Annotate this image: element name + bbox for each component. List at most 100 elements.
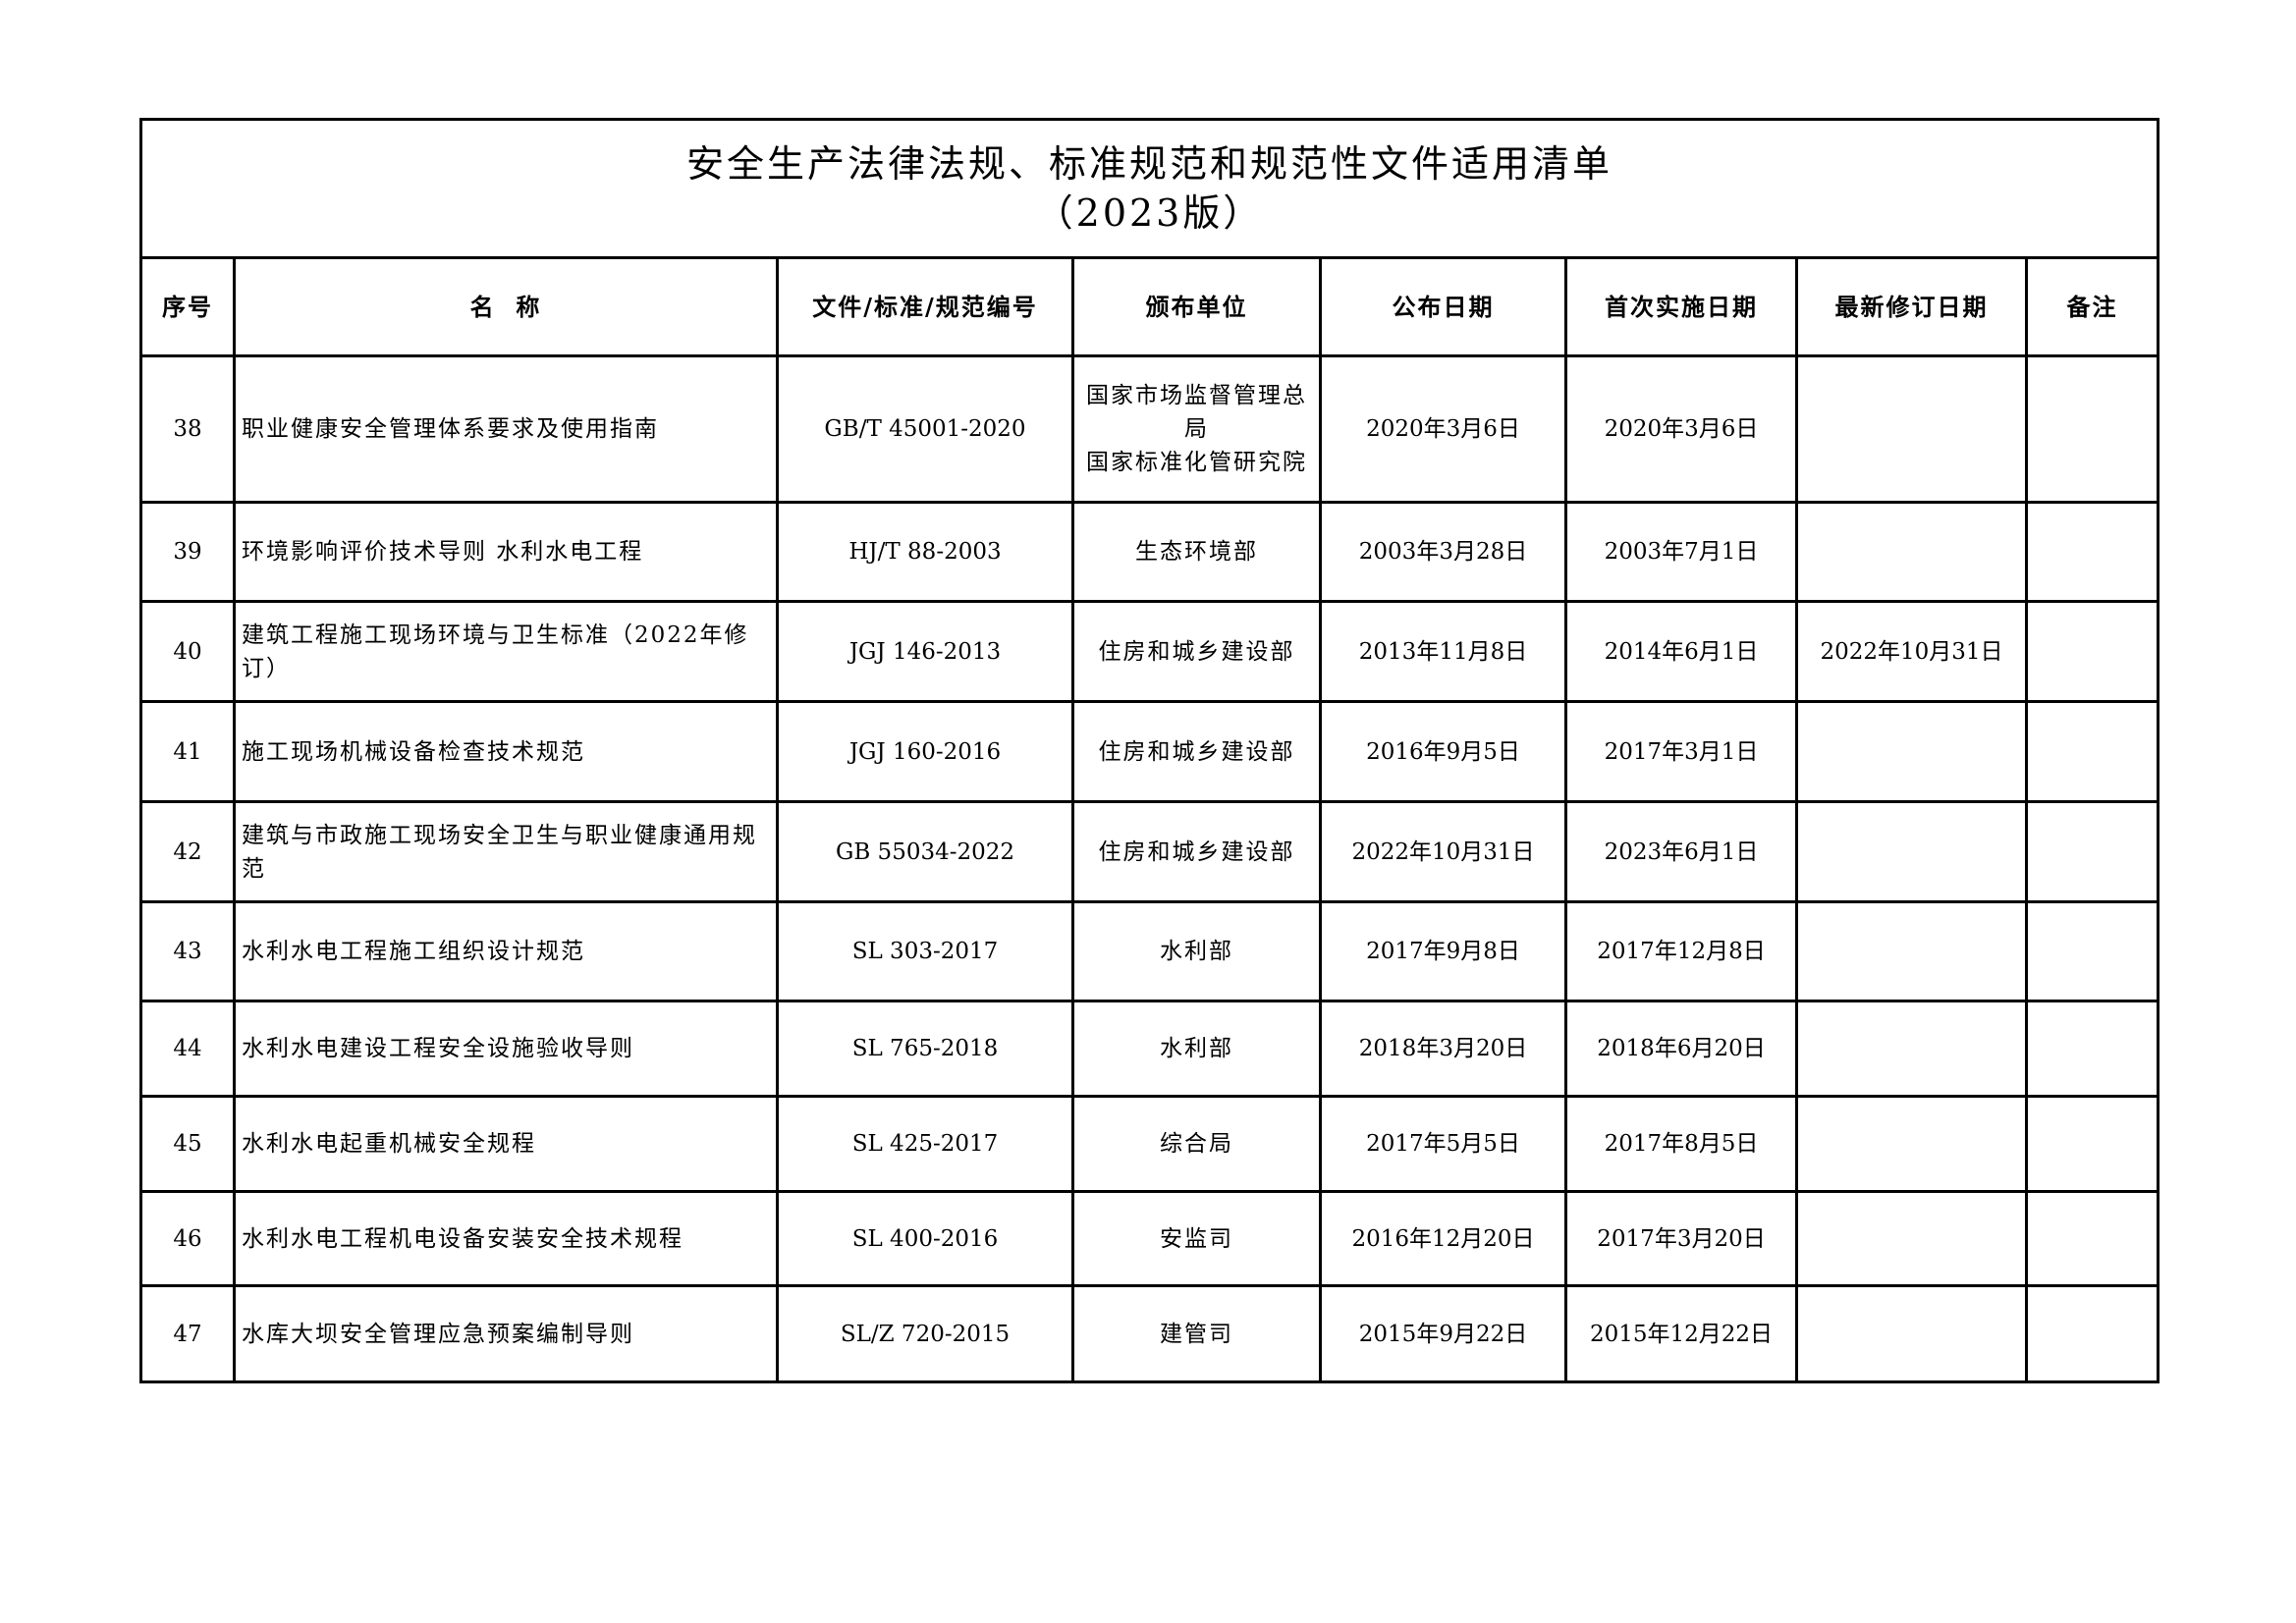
effective-date-cell: 2020年3月6日 bbox=[1564, 354, 1798, 504]
header-no: 序号 bbox=[139, 256, 236, 357]
published-date-cell: 2020年3月6日 bbox=[1319, 354, 1567, 504]
header-row: 序号 名 称 文件/标准/规范编号 颁布单位 公布日期 首次实施日期 最新修订日… bbox=[139, 256, 2160, 357]
published-date-cell: 2003年3月28日 bbox=[1319, 501, 1567, 603]
header-revised: 最新修订日期 bbox=[1795, 256, 2028, 357]
header-remark: 备注 bbox=[2024, 256, 2160, 357]
table-row: 47 水库大坝安全管理应急预案编制导则 SL/Z 720-2015 建管司 2015年9… bbox=[139, 1284, 2160, 1383]
effective-date-cell: 2023年6月1日 bbox=[1564, 800, 1798, 903]
name-cell: 职业健康安全管理体系要求及使用指南 bbox=[233, 354, 779, 504]
issuer-cell: 住房和城乡建设部 bbox=[1071, 700, 1322, 803]
remark-cell bbox=[2024, 354, 2160, 504]
revised-date-cell bbox=[1795, 1095, 2028, 1193]
published-date-cell: 2016年12月20日 bbox=[1319, 1190, 1567, 1287]
published-date-cell: 2015年9月22日 bbox=[1319, 1284, 1567, 1383]
published-date-cell: 2013年11月8日 bbox=[1319, 600, 1567, 703]
remark-cell bbox=[2024, 1000, 2160, 1098]
header-issuer: 颁布单位 bbox=[1071, 256, 1322, 357]
regulations-table: 安全生产法律法规、标准规范和规范性文件适用清单 （2023版） 序号 名 称 文… bbox=[138, 118, 2160, 1383]
issuer-cell: 安监司 bbox=[1071, 1190, 1322, 1287]
remark-cell bbox=[2024, 600, 2160, 703]
issuer-cell: 住房和城乡建设部 bbox=[1071, 600, 1322, 703]
effective-date-cell: 2017年8月5日 bbox=[1564, 1095, 1798, 1193]
name-cell: 水库大坝安全管理应急预案编制导则 bbox=[233, 1284, 779, 1383]
name-cell: 建筑工程施工现场环境与卫生标准（2022年修订） bbox=[233, 600, 779, 703]
issuer-cell: 住房和城乡建设部 bbox=[1071, 800, 1322, 903]
effective-date-cell: 2017年12月8日 bbox=[1564, 900, 1798, 1002]
name-cell: 环境影响评价技术导则 水利水电工程 bbox=[233, 501, 779, 603]
published-date-cell: 2017年5月5日 bbox=[1319, 1095, 1567, 1193]
table-row: 45 水利水电起重机械安全规程 SL 425-2017 综合局 2017年5月5日 201… bbox=[139, 1095, 2160, 1193]
issuer-cell: 国家市场监督管理总局 国家标准化管研究院 bbox=[1071, 354, 1322, 504]
issuer-cell: 水利部 bbox=[1071, 900, 1322, 1002]
revised-date-cell bbox=[1795, 1000, 2028, 1098]
revised-date-cell bbox=[1795, 354, 2028, 504]
revised-date-cell: 2022年10月31日 bbox=[1795, 600, 2028, 703]
code-cell: GB 55034-2022 bbox=[776, 800, 1074, 903]
revised-date-cell bbox=[1795, 1190, 2028, 1287]
remark-cell bbox=[2024, 1095, 2160, 1193]
effective-date-cell: 2003年7月1日 bbox=[1564, 501, 1798, 603]
no-cell: 39 bbox=[139, 501, 236, 603]
published-date-cell: 2018年3月20日 bbox=[1319, 1000, 1567, 1098]
no-cell: 38 bbox=[139, 354, 236, 504]
name-cell: 水利水电起重机械安全规程 bbox=[233, 1095, 779, 1193]
remark-cell bbox=[2024, 800, 2160, 903]
effective-date-cell: 2017年3月20日 bbox=[1564, 1190, 1798, 1287]
name-cell: 建筑与市政施工现场安全卫生与职业健康通用规范 bbox=[233, 800, 779, 903]
no-cell: 47 bbox=[139, 1284, 236, 1383]
remark-cell bbox=[2024, 501, 2160, 603]
code-cell: HJ/T 88-2003 bbox=[776, 501, 1074, 603]
table-row: 44 水利水电建设工程安全设施验收导则 SL 765-2018 水利部 2018年3月2… bbox=[139, 1000, 2160, 1098]
table-row: 43 水利水电工程施工组织设计规范 SL 303-2017 水利部 2017年9月8日 2… bbox=[139, 900, 2160, 1002]
table-row: 38 职业健康安全管理体系要求及使用指南 GB/T 45001-2020 国家市场监督… bbox=[139, 354, 2160, 504]
issuer-cell: 建管司 bbox=[1071, 1284, 1322, 1383]
code-cell: SL 425-2017 bbox=[776, 1095, 1074, 1193]
header-published: 公布日期 bbox=[1319, 256, 1567, 357]
no-cell: 45 bbox=[139, 1095, 236, 1193]
no-cell: 42 bbox=[139, 800, 236, 903]
remark-cell bbox=[2024, 1284, 2160, 1383]
no-cell: 41 bbox=[139, 700, 236, 803]
header-effective: 首次实施日期 bbox=[1564, 256, 1798, 357]
no-cell: 46 bbox=[139, 1190, 236, 1287]
code-cell: JGJ 146-2013 bbox=[776, 600, 1074, 703]
no-cell: 44 bbox=[139, 1000, 236, 1098]
document-title: 安全生产法律法规、标准规范和规范性文件适用清单 bbox=[686, 142, 1613, 186]
table-row: 39 环境影响评价技术导则 水利水电工程 HJ/T 88-2003 生态环境部 2003… bbox=[139, 501, 2160, 603]
effective-date-cell: 2018年6月20日 bbox=[1564, 1000, 1798, 1098]
revised-date-cell bbox=[1795, 800, 2028, 903]
published-date-cell: 2022年10月31日 bbox=[1319, 800, 1567, 903]
name-cell: 水利水电工程机电设备安装安全技术规程 bbox=[233, 1190, 779, 1287]
table-row: 41 施工现场机械设备检查技术规范 JGJ 160-2016 住房和城乡建设部 2016… bbox=[139, 700, 2160, 803]
code-cell: GB/T 45001-2020 bbox=[776, 354, 1074, 504]
revised-date-cell bbox=[1795, 501, 2028, 603]
name-cell: 水利水电工程施工组织设计规范 bbox=[233, 900, 779, 1002]
table-row: 42 建筑与市政施工现场安全卫生与职业健康通用规范 GB 55034-2022 住房和… bbox=[139, 800, 2160, 903]
published-date-cell: 2016年9月5日 bbox=[1319, 700, 1567, 803]
document-subtitle: （2023版） bbox=[1035, 191, 1264, 235]
issuer-cell: 水利部 bbox=[1071, 1000, 1322, 1098]
published-date-cell: 2017年9月8日 bbox=[1319, 900, 1567, 1002]
revised-date-cell bbox=[1795, 700, 2028, 803]
revised-date-cell bbox=[1795, 1284, 2028, 1383]
effective-date-cell: 2017年3月1日 bbox=[1564, 700, 1798, 803]
name-cell: 施工现场机械设备检查技术规范 bbox=[233, 700, 779, 803]
code-cell: SL/Z 720-2015 bbox=[776, 1284, 1074, 1383]
name-cell: 水利水电建设工程安全设施验收导则 bbox=[233, 1000, 779, 1098]
code-cell: SL 400-2016 bbox=[776, 1190, 1074, 1287]
revised-date-cell bbox=[1795, 900, 2028, 1002]
no-cell: 43 bbox=[139, 900, 236, 1002]
code-cell: SL 303-2017 bbox=[776, 900, 1074, 1002]
effective-date-cell: 2015年12月22日 bbox=[1564, 1284, 1798, 1383]
issuer-cell: 生态环境部 bbox=[1071, 501, 1322, 603]
table-row: 46 水利水电工程机电设备安装安全技术规程 SL 400-2016 安监司 2016年1… bbox=[139, 1190, 2160, 1287]
code-cell: SL 765-2018 bbox=[776, 1000, 1074, 1098]
code-cell: JGJ 160-2016 bbox=[776, 700, 1074, 803]
header-code: 文件/标准/规范编号 bbox=[776, 256, 1074, 357]
remark-cell bbox=[2024, 1190, 2160, 1287]
document-title-cell: 安全生产法律法规、标准规范和规范性文件适用清单 （2023版） bbox=[138, 118, 2160, 259]
header-name: 名 称 bbox=[233, 256, 779, 357]
table-row: 40 建筑工程施工现场环境与卫生标准（2022年修订） JGJ 146-2013 住房… bbox=[139, 600, 2160, 703]
issuer-cell: 综合局 bbox=[1071, 1095, 1322, 1193]
remark-cell bbox=[2024, 900, 2160, 1002]
